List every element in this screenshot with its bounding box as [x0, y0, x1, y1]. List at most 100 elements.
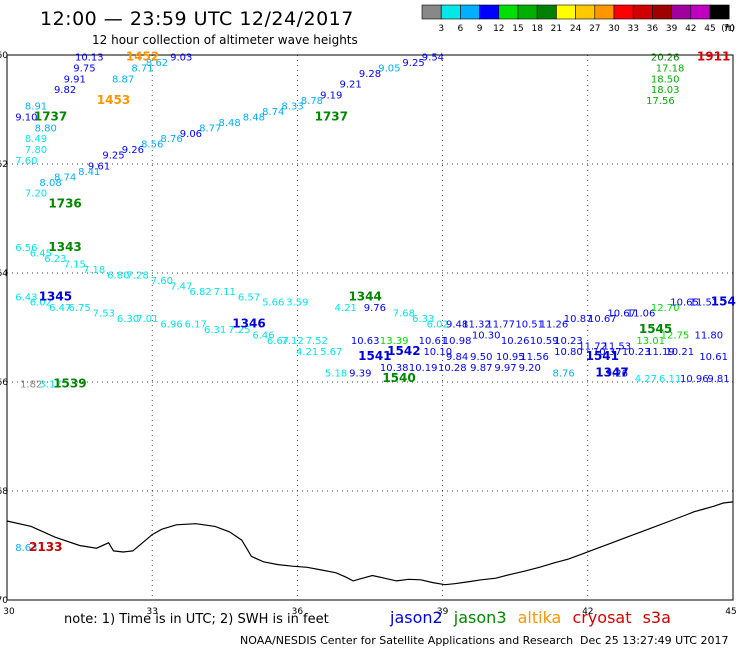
pass-time-label: 1345 [39, 289, 72, 303]
wave-height-value: 10.51 [515, 320, 544, 331]
pass-time-label: 1539 [53, 376, 86, 390]
legend-jason3: jason3 [453, 608, 507, 627]
wave-height-value: 10.80 [554, 347, 583, 358]
wave-height-value: 8.71 [131, 63, 153, 74]
wave-height-value: 7.28 [127, 270, 149, 281]
wave-height-value: 10.13 [75, 52, 104, 63]
wave-height-value: 10.98 [443, 336, 472, 347]
wave-height-value: 8.48 [243, 112, 265, 123]
map-note: note: 1) Time is in UTC; 2) SWH is in fe… [64, 612, 329, 627]
wave-height-value: 10.10 [423, 347, 452, 358]
wave-height-value: 11.32 [462, 320, 491, 331]
wave-height-value: 10.38 [380, 363, 409, 374]
wave-height-value: 8.76 [160, 134, 182, 145]
wave-height-value: 18.50 [651, 74, 680, 85]
wave-height-value: 9.81 [707, 374, 729, 385]
color-scale-bar: 3 6 9 12 15 18 21 24 27 30 33 36 39 42 45 70(ft) [421, 4, 735, 34]
wave-height-value: 7.12 [281, 336, 303, 347]
x-tick-label: 45 [725, 607, 736, 617]
wave-height-value: 6.75 [68, 303, 90, 314]
wave-height-value: 9.21 [340, 80, 362, 91]
wave-height-value: 10.21 [665, 347, 694, 358]
wave-height-value: 8.49 [25, 134, 47, 145]
colorbar-tick-label: 45 [704, 24, 715, 34]
wave-height-value: 6.23 [44, 254, 66, 265]
wave-height-value: 6.47 [49, 303, 71, 314]
wave-height-value: 12.70 [651, 303, 680, 314]
wave-height-value: 9.03 [170, 52, 192, 63]
pass-time-label: 1346 [232, 317, 265, 331]
y-tick-label: -62 [0, 160, 8, 170]
wave-height-value: 8.77 [199, 123, 221, 134]
wave-height-value: 11.51 [690, 298, 719, 309]
wave-height-value: 11.19 [646, 347, 675, 358]
wave-height-value: 9.28 [359, 69, 381, 80]
x-tick-label: 36 [292, 607, 304, 617]
wave-height-value: 8.87 [112, 74, 134, 85]
wave-height-value: 10.65 [670, 298, 699, 309]
wave-height-value: 9.84 [446, 352, 468, 363]
wave-height-value: 4.27 [635, 374, 657, 385]
wave-height-value: 9.26 [122, 145, 144, 156]
y-tick-label: -66 [0, 378, 8, 388]
pass-time-label: 154 [711, 295, 736, 309]
wave-height-value: 11.80 [694, 330, 723, 341]
wave-height-value: 7.53 [93, 309, 115, 320]
wave-height-value: 17.18 [656, 63, 685, 74]
wave-height-value: 9.50 [470, 352, 492, 363]
pass-time-label: 1911 [697, 49, 730, 63]
wave-height-value: 8.62 [146, 58, 168, 69]
wave-height-value: 9.54 [422, 52, 444, 63]
pass-time-label: 1453 [97, 93, 130, 107]
wave-height-value: 4.21 [296, 347, 318, 358]
colorbar-tick-label: 33 [627, 24, 638, 34]
pass-time-label: 1737 [34, 109, 67, 123]
wave-height-value: 6.82 [189, 287, 211, 298]
colorbar-tick-label: 18 [531, 24, 543, 34]
wave-height-value: 8.41 [78, 167, 100, 178]
wave-height-value: 6.30 [117, 314, 139, 325]
wave-height-value: 11.53 [603, 341, 632, 352]
wave-height-value: 7.15 [64, 260, 86, 271]
pass-time-label: 1541 [586, 349, 619, 363]
wave-height-value: 10.96 [680, 374, 709, 385]
wave-height-value: 17.56 [646, 96, 675, 107]
colorbar-tick-label: 27 [589, 24, 600, 34]
pass-time-label: 1344 [348, 289, 381, 303]
legend-cryosat: cryosat [572, 608, 632, 627]
wave-height-value: 10.37 [593, 347, 622, 358]
wave-height-value: 6.11 [659, 374, 681, 385]
wave-height-value: 7.18 [83, 265, 105, 276]
pass-time-label: 1540 [382, 371, 415, 385]
wave-height-value: 9.26 [606, 369, 628, 380]
wave-height-value: 5.66 [262, 298, 284, 309]
wave-height-value: 11.26 [540, 320, 569, 331]
wave-height-value: 10.23 [622, 347, 651, 358]
colorbar-tick-label: 12 [493, 24, 504, 34]
y-tick-label: -60 [0, 51, 8, 61]
wave-height-value: 10.28 [438, 363, 467, 374]
wave-height-value: 8.48 [219, 118, 241, 129]
wave-height-value: 8.80 [35, 123, 57, 134]
wave-height-value: 10.63 [351, 336, 380, 347]
pass-time-label: 1736 [48, 197, 81, 211]
pass-time-label: 1347 [595, 366, 628, 380]
colorbar-tick-label: 9 [477, 24, 483, 34]
colorbar-tick-label: 24 [570, 24, 582, 34]
wave-height-value: 9.05 [378, 63, 400, 74]
wave-height-value: 6.02 [427, 320, 449, 331]
colorbar-tick-label: 3 [438, 24, 444, 34]
wave-height-value: 7.60 [15, 156, 37, 167]
wave-height-value: 6.56 [15, 243, 37, 254]
wave-height-value: 8.91 [25, 102, 47, 113]
wave-height-value: 10.95 [496, 352, 525, 363]
legend-altika: altika [517, 608, 562, 627]
wave-height-value: 10.87 [564, 314, 593, 325]
wave-height-value: 6.17 [185, 320, 207, 331]
wave-height-value: 8.33 [281, 102, 303, 113]
colorbar-cell [709, 4, 730, 20]
footer-organization: NOAA/NESDIS Center for Satellite Applica… [240, 634, 574, 647]
x-tick-label: 30 [3, 607, 15, 617]
pass-time-label: 1545 [639, 322, 672, 336]
wave-height-value: 3.59 [286, 298, 308, 309]
